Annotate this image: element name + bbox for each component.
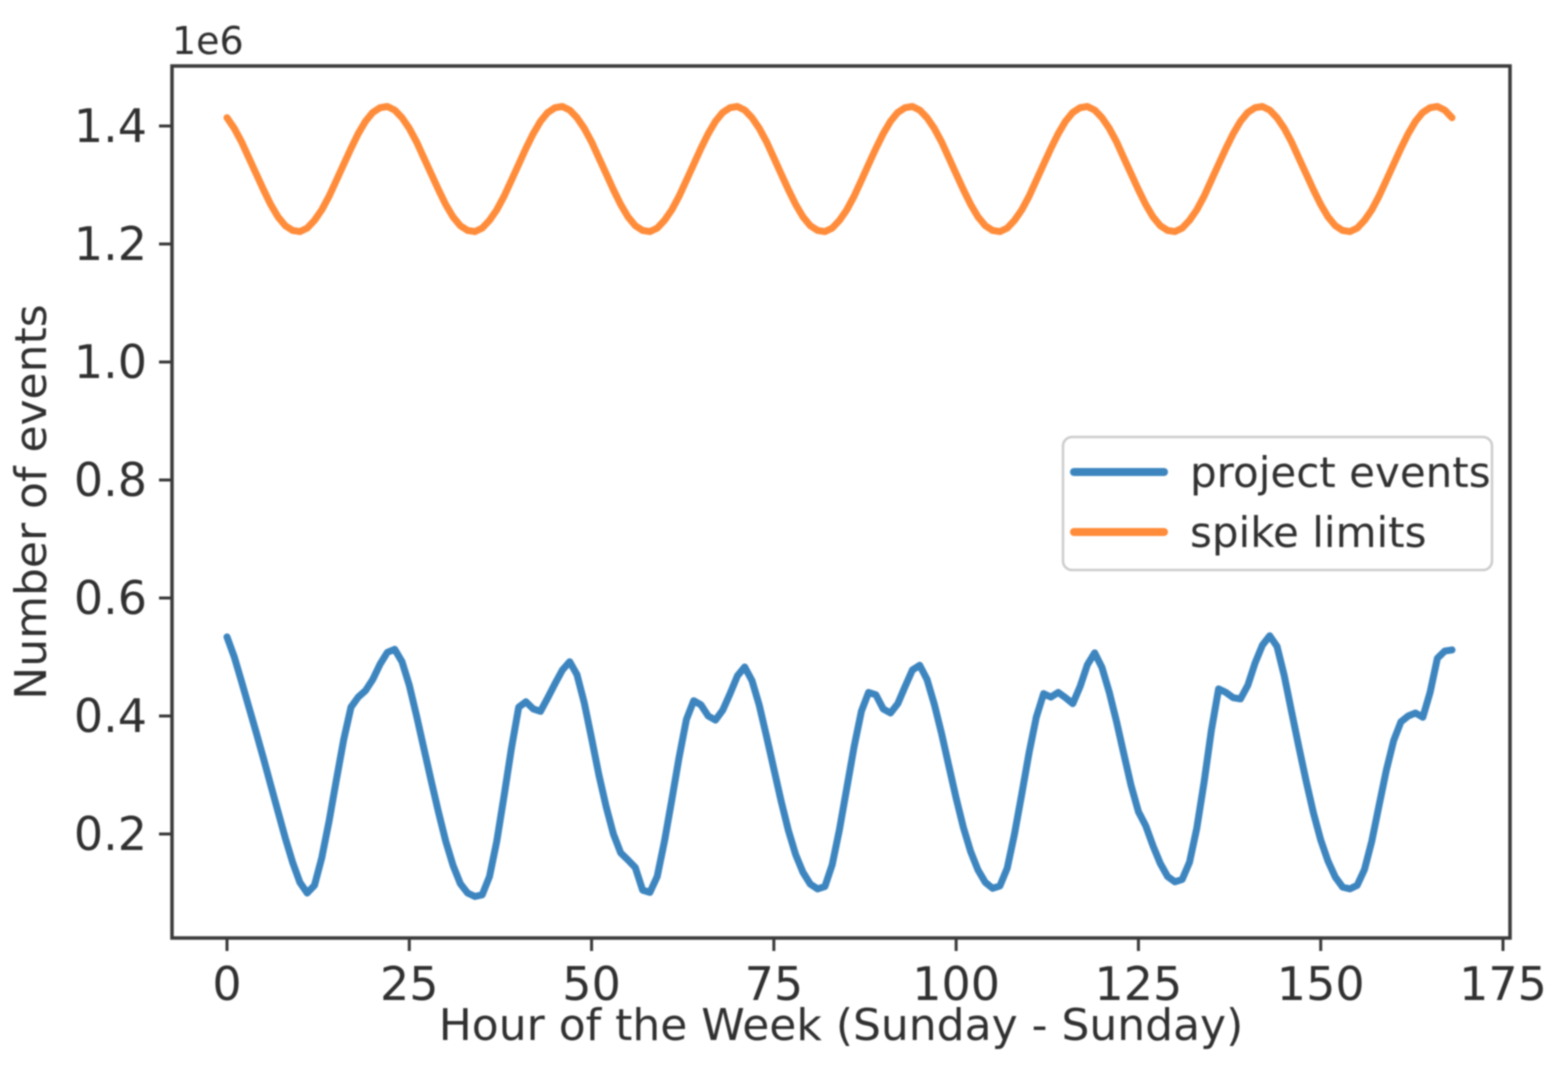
x-tick-label: 100 — [912, 957, 1000, 1011]
x-tick-label: 175 — [1459, 957, 1547, 1011]
legend: project events spike limits — [1061, 435, 1494, 572]
x-tick-label: 125 — [1095, 957, 1183, 1011]
x-tick-label: 25 — [380, 957, 439, 1011]
x-axis-ticks: 0 25 50 75 100 125 150 175 — [212, 938, 1547, 1011]
series-lines — [223, 103, 1456, 900]
legend-label-project-events: project events — [1190, 448, 1491, 497]
series-line-spike-limits — [223, 103, 1456, 236]
legend-box — [1061, 435, 1494, 572]
y-tick-label: 0.8 — [74, 453, 147, 507]
y-tick-label: 1.4 — [74, 99, 147, 153]
axes-frame — [170, 64, 1512, 940]
x-tick-label: 0 — [212, 957, 241, 1011]
y-tick-label: 0.2 — [74, 807, 147, 861]
x-tick-label: 150 — [1277, 957, 1365, 1011]
x-tick-label: 50 — [562, 957, 621, 1011]
y-tick-label: 0.6 — [74, 571, 147, 625]
y-axis-offset-label: 1e6 — [172, 19, 244, 63]
x-axis-label: Hour of the Week (Sunday - Sunday) — [439, 1000, 1244, 1051]
y-tick-label: 1.2 — [74, 217, 147, 271]
y-tick-label: 0.4 — [74, 689, 147, 743]
y-tick-label: 1.0 — [74, 335, 147, 389]
legend-label-spike-limits: spike limits — [1190, 508, 1427, 557]
x-tick-label: 75 — [745, 957, 804, 1011]
series-line-project-events — [223, 632, 1456, 900]
y-axis-ticks: 0.2 0.4 0.6 0.8 1.0 1.2 1.4 — [74, 99, 172, 861]
y-axis-label: Number of events — [6, 304, 57, 699]
